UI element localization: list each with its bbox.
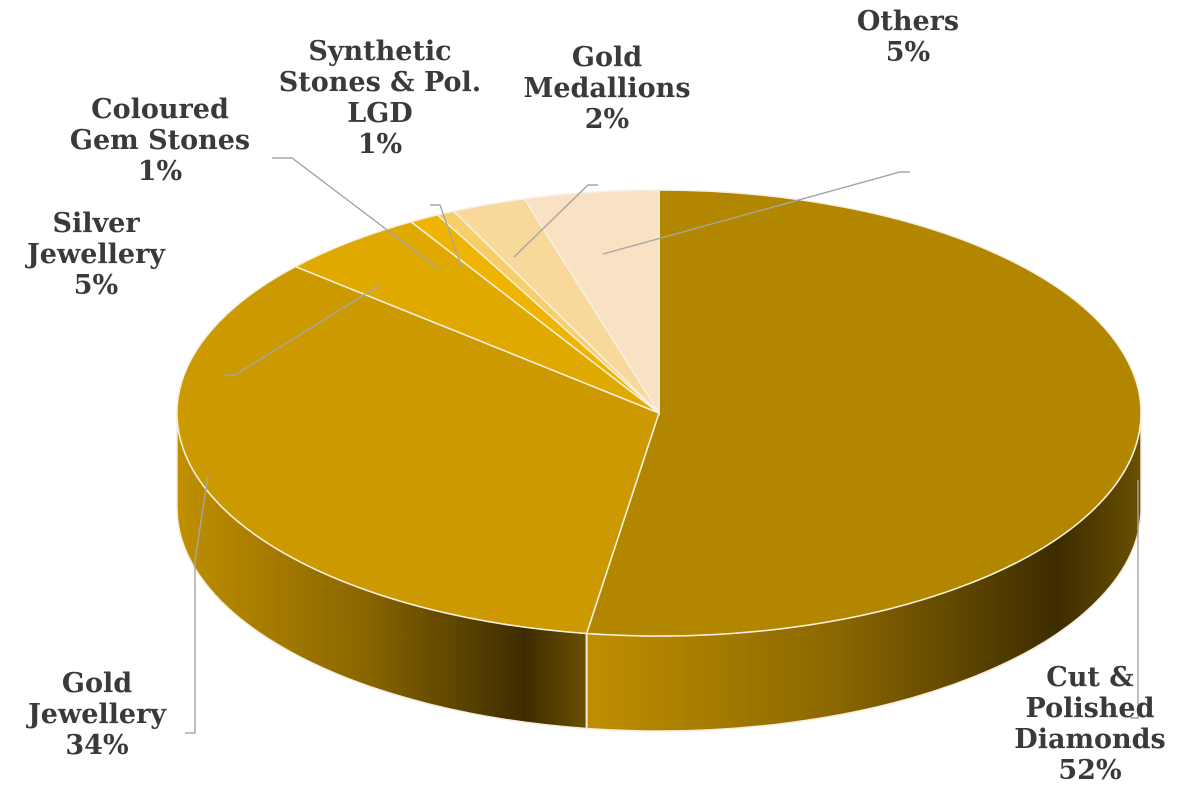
pie-slice-1 [176,265,660,635]
label-others: Others 5% [856,6,960,68]
leader-line-4 [430,204,463,269]
pie-slice-2 [293,220,660,414]
label-coloured-gem-stones: Coloured Gem Stones 1% [69,94,251,187]
label-synthetic-stones-lgd: Synthetic Stones & Pol. LGD 1% [278,36,482,160]
leader-line-2 [225,284,381,376]
leader-line-1 [185,475,209,734]
label-gold-jewellery: Gold Jewellery 34% [28,668,166,761]
pie-slice-0 [585,189,1142,637]
label-silver-jewellery: Silver Jewellery 5% [27,208,165,301]
label-cut-polished-diamonds: Cut & Polished Diamonds 52% [1014,662,1166,786]
leader-line-6 [602,171,910,255]
pie-slice-6 [523,189,660,416]
label-gold-medallions: Gold Medallions 2% [523,42,691,135]
leader-line-5 [513,184,598,258]
leader-line-3 [272,157,441,271]
leader-line-0 [1130,480,1139,719]
